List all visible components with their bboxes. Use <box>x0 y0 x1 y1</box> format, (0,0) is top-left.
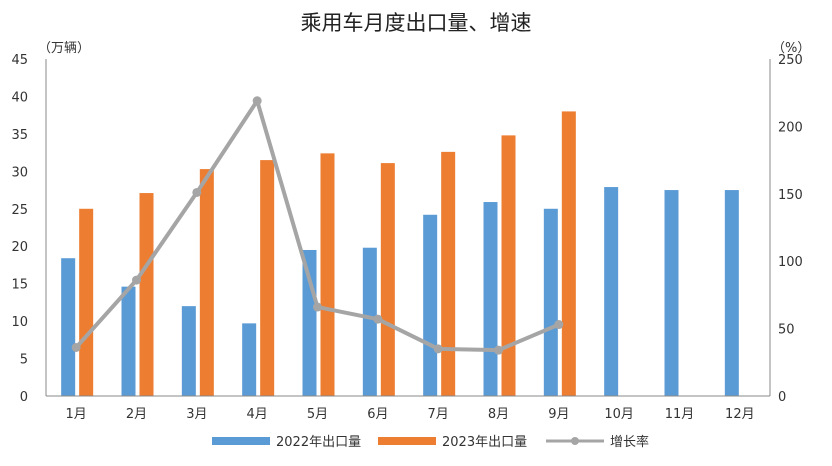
bar-2023年出口量 <box>79 208 94 396</box>
left-tick-label: 40 <box>11 90 28 105</box>
left-tick-label: 25 <box>11 203 28 218</box>
bar-2022年出口量 <box>423 214 438 396</box>
bar-2022年出口量 <box>664 190 679 396</box>
bar-2022年出口量 <box>181 306 196 396</box>
left-tick-label: 35 <box>11 128 28 143</box>
bar-2023年出口量 <box>260 160 275 396</box>
right-tick-label: 150 <box>778 188 803 203</box>
bar-2023年出口量 <box>320 153 335 396</box>
legend-label-2022: 2022年出口量 <box>276 435 361 450</box>
x-tick-label: 6月 <box>367 407 388 422</box>
bar-2022年出口量 <box>242 323 257 396</box>
bar-2022年出口量 <box>543 208 558 396</box>
bar-2023年出口量 <box>199 169 214 396</box>
left-tick-label: 30 <box>11 165 28 180</box>
growth-point <box>252 96 262 106</box>
x-tick-label: 8月 <box>488 407 509 422</box>
x-tick-label: 4月 <box>247 407 268 422</box>
growth-point <box>132 275 141 285</box>
legend-swatch-2023 <box>378 437 436 445</box>
growth-point <box>433 344 443 354</box>
left-tick-label: 15 <box>11 278 28 293</box>
x-tick-label: 11月 <box>665 407 695 422</box>
bar-2023年出口量 <box>501 135 516 397</box>
growth-point <box>494 345 503 355</box>
legend-marker-growth <box>571 437 579 445</box>
x-tick-label: 10月 <box>604 407 634 422</box>
left-tick-label: 20 <box>11 240 28 255</box>
left-tick-label: 5 <box>20 353 28 368</box>
growth-point <box>554 320 564 330</box>
left-tick-label: 0 <box>20 390 28 405</box>
right-tick-label: 0 <box>778 390 786 405</box>
right-tick-label: 250 <box>778 53 803 68</box>
x-tick-label: 1月 <box>66 407 87 422</box>
x-tick-label: 7月 <box>428 407 449 422</box>
right-axis-label: （%） <box>772 41 810 56</box>
right-tick-label: 100 <box>778 255 803 270</box>
bar-2022年出口量 <box>121 286 136 396</box>
right-tick-label: 50 <box>778 323 795 338</box>
bar-2022年出口量 <box>483 202 498 396</box>
left-axis-label: （万辆） <box>38 41 90 56</box>
bar-2023年出口量 <box>380 163 395 396</box>
bar-2022年出口量 <box>362 247 377 396</box>
bar-2023年出口量 <box>139 193 154 396</box>
bar-2022年出口量 <box>724 190 739 396</box>
bar-2022年出口量 <box>604 187 619 396</box>
right-tick-label: 200 <box>778 120 803 135</box>
left-tick-label: 45 <box>11 53 28 68</box>
x-tick-label: 9月 <box>548 407 569 422</box>
growth-point <box>373 314 383 324</box>
legend-label-2023: 2023年出口量 <box>442 435 527 450</box>
growth-point <box>192 187 202 197</box>
bar-2023年出口量 <box>561 111 576 396</box>
legend-label-growth: 增长率 <box>610 434 649 450</box>
x-tick-label: 3月 <box>186 407 207 422</box>
legend-swatch-2022 <box>212 437 270 445</box>
x-tick-label: 2月 <box>126 407 147 422</box>
chart-title: 乘用车月度出口量、增速 <box>301 11 532 35</box>
bar-2022年出口量 <box>302 249 317 396</box>
left-tick-label: 10 <box>11 315 28 330</box>
legend: 2022年出口量 2023年出口量 增长率 <box>212 434 649 450</box>
growth-point <box>71 342 81 352</box>
x-tick-label: 5月 <box>307 407 328 422</box>
growth-point <box>313 302 322 312</box>
bar-2023年出口量 <box>441 151 456 396</box>
x-tick-label: 12月 <box>725 407 755 422</box>
bar-2022年出口量 <box>61 258 76 396</box>
